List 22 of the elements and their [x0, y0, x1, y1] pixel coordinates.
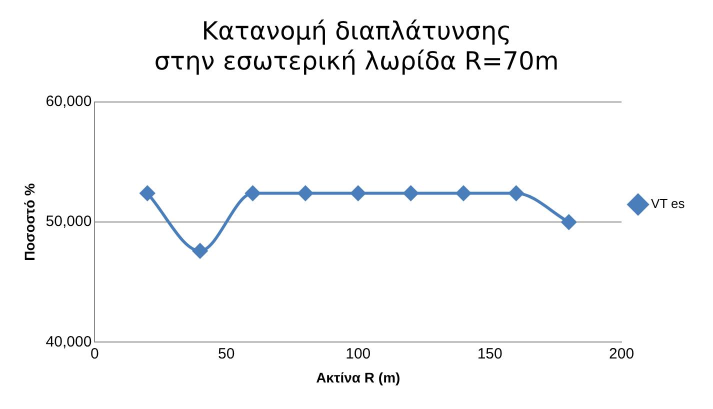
point	[561, 214, 576, 230]
x-tick-label: 200	[609, 345, 634, 362]
text: στην εσωτερική λωρίδα R=70m	[154, 46, 559, 76]
point	[508, 186, 524, 201]
x-tick-label: 100	[346, 345, 371, 362]
legend-label: VT es	[651, 196, 686, 212]
x-tick-label: 50	[218, 345, 235, 362]
y-tick-label: 60,000	[46, 93, 92, 110]
x-tick-label: 0	[90, 345, 99, 362]
point	[245, 186, 260, 201]
point	[192, 243, 208, 258]
text: Κατανομή διαπλάτυνσης	[202, 16, 512, 46]
y-tick-label: 50,000	[46, 213, 92, 230]
point	[403, 186, 418, 201]
y-axis-title: Ποσοστό %	[21, 182, 38, 261]
point	[350, 186, 366, 201]
x-axis-title: Ακτίνα R (m)	[316, 369, 400, 386]
y-tick-label: 40,000	[46, 333, 92, 350]
point	[456, 186, 471, 201]
point	[140, 186, 155, 201]
point	[298, 186, 313, 201]
x-tick-label: 150	[477, 345, 502, 362]
